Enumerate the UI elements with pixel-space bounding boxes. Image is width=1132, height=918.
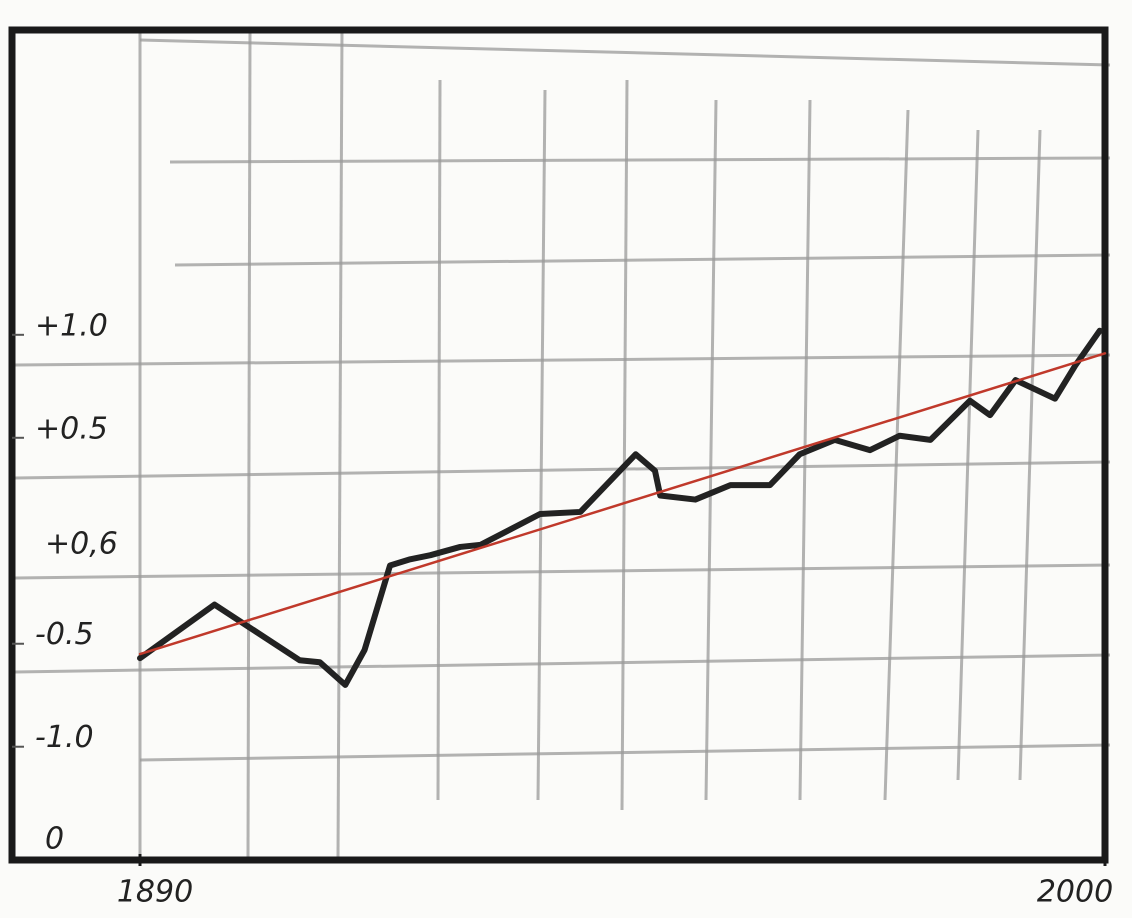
y-tick-label: -0.5 <box>35 617 94 652</box>
y-tick-label: +0.5 <box>35 411 108 446</box>
pencil-grid <box>14 29 1111 859</box>
data-line <box>137 327 1103 688</box>
frame <box>8 26 1109 864</box>
trend-line <box>138 352 1107 656</box>
y-tick-label: -1.0 <box>35 720 94 755</box>
y-tick-label: +1.0 <box>35 308 108 343</box>
annotation: 0 <box>45 822 64 857</box>
annotation: +0,6 <box>45 527 118 562</box>
x-tick-label: 1890 <box>117 875 193 910</box>
x-tick-label: 2000 <box>1037 875 1113 910</box>
